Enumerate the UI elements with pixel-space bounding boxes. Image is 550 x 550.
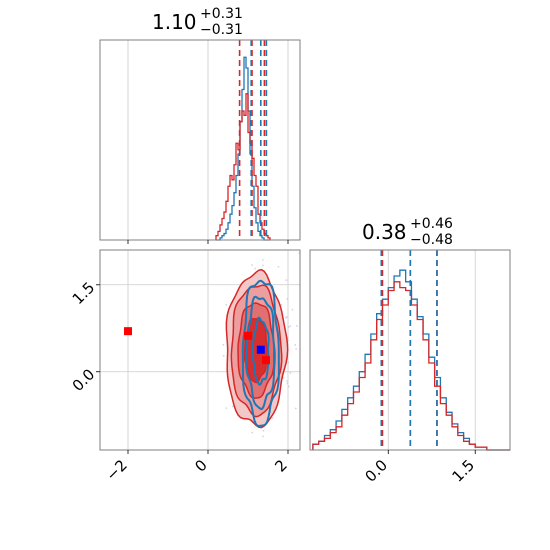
scatter-point (294, 407, 297, 410)
scatter-point (287, 326, 290, 328)
scatter-point (251, 431, 254, 434)
ticklabel-main-x-2: 2 (271, 456, 290, 475)
hist-p0-blue (216, 56, 270, 241)
frame-main (99, 249, 301, 451)
scatter-point (287, 385, 290, 388)
scatter-point (291, 308, 294, 311)
scatter-point (222, 354, 225, 357)
scatter-point (262, 264, 264, 267)
scatter-point (254, 267, 257, 270)
scatter-point (286, 298, 289, 300)
scatter-point (262, 429, 265, 432)
scatter-point (296, 324, 298, 327)
ticklabel-main-y-1: 1.5 (69, 278, 99, 308)
scatter-point (225, 407, 228, 409)
title-p0-main: 1.10 (152, 10, 197, 34)
title-p0-sub: −0.31 (200, 22, 243, 38)
scatter-point (285, 279, 288, 282)
hist-p0-red (215, 93, 271, 240)
hist-p1-red (312, 281, 510, 451)
scatter-point (262, 435, 264, 438)
scatter-point (222, 343, 225, 346)
contour-blue-1 (245, 295, 276, 411)
scatter-point (231, 405, 234, 408)
scatter-point (282, 376, 285, 379)
title-p0-sup: +0.31 (200, 6, 243, 22)
scatter-point (280, 303, 283, 306)
title-p1: 0.38 +0.46 −0.48 (362, 216, 453, 248)
marker-3 (262, 356, 270, 365)
frame-side (309, 249, 511, 451)
scatter-point (225, 303, 228, 306)
scatter-point (287, 361, 290, 364)
ticklabel-main-x-1: 0 (191, 456, 210, 475)
scatter-point (271, 417, 274, 419)
ticklabel-main-x-0: −2 (102, 456, 130, 484)
scatter-point (289, 372, 292, 374)
ticklabel-main-y-0: 0.0 (69, 365, 99, 395)
title-p1-main: 0.38 (362, 220, 407, 244)
scatter-point (289, 325, 292, 328)
ticklabel-side-x-0: 0.0 (361, 456, 391, 486)
scatter-point (251, 264, 254, 266)
marker-0 (124, 327, 132, 336)
scatter-point (286, 382, 289, 385)
scatter-point (277, 265, 280, 268)
frame-top (99, 39, 301, 241)
ticklabel-side-x-1: 1.5 (448, 456, 478, 486)
scatter-point (294, 344, 297, 346)
scatter-point (295, 347, 298, 350)
title-p1-sup: +0.46 (410, 216, 453, 232)
marker-2 (256, 345, 265, 354)
contour-blue-0 (241, 279, 280, 428)
title-p0: 1.10 +0.31 −0.31 (152, 6, 243, 38)
contour-blue-2 (251, 316, 270, 386)
scatter-point (261, 259, 264, 261)
title-p1-sub: −0.48 (410, 232, 453, 248)
scatter-point (284, 316, 287, 319)
marker-1 (244, 331, 252, 340)
scatter-point (286, 380, 288, 383)
hist-p1-blue (312, 269, 510, 451)
